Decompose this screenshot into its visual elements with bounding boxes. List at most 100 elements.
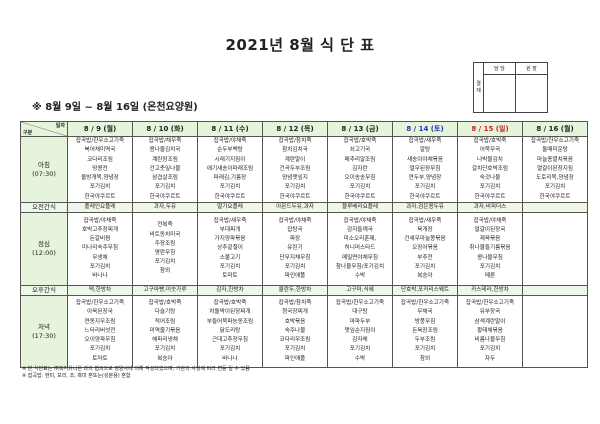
snack-cell: 고구마빵,미숫가루 [132,285,198,296]
menu-item: 오이송송무침 [344,175,376,182]
menu-item: 어묵무국 [479,147,501,154]
menu-item: 계란말이 [284,156,306,163]
menu-item: 새송이야채볶음 [406,156,444,163]
approval-label: 결재 [473,62,484,113]
pm_snack-row: 오후간식 떡,한방차 고구마빵,미숫가루 감자,한방차 율란두,한방차 고구마,식혜 단호박… [20,285,588,296]
menu-item: 파인애플 [284,355,306,362]
menu-item: 포기김치 [284,263,306,270]
menu-item: 포기김치 [479,184,501,191]
am_snack-label: 오전간식 [20,202,68,213]
menu-item: 잡곡밥/채우죽 [148,138,182,145]
menu-item: 시래기지짐이 [214,156,246,163]
menu-item: 닭도리탕 [219,327,241,334]
menu-item: 두부조림 [414,337,436,344]
meal-cell: 잡곡밥/채우죽 콩나물김치국 계란장조림 건고춧잎나물 삼겹살조림 포기김치 한국야쿠르트 [132,136,198,203]
meal-name: 저녁 [38,322,50,331]
menu-item: 제육볶음 [479,236,501,243]
menu-item: 복숭아 [157,355,173,362]
meal-cell: 잡곡밥/새우죽 알탕 새송이야채볶음 얼무된장무침 연두부,양념장 포기김치 한국야쿠르트 [392,136,458,203]
meal-cell [522,212,588,286]
menu-item: 콩나물김치국 [149,147,181,154]
menu-item: 잡탕국 [287,226,303,233]
menu-item: 명란무침 [154,250,176,256]
menu-item: 소불고기 [219,254,241,261]
menu-item: 오이양파무침 [84,337,116,344]
menu-item: 돌때미운탕 [542,147,568,154]
snack-cell: 과자,비피더스 [457,202,523,213]
menu-item: 열갈이된장지짐 [536,165,574,172]
meal-cell: 잡곡밥/한우소고기죽 북어채미역국 코다리조림 땅콩전 올방개묵,양념장 포기김치 한국야쿠… [67,136,133,203]
approval-sign-manager [483,74,516,113]
menu-item: 잡곡밥/한우소고기죽 [400,300,450,307]
menu-item: 느타리버섯전 [84,327,116,334]
menu-item: 포기김치 [219,184,241,191]
dinner-label: 저녁 (17:30) [20,295,68,368]
snack-cell: 아몬드두유,과자 [262,202,328,213]
menu-item: 잡곡밥/참치죽 [278,300,312,307]
menu-item: 바나나 [92,273,108,279]
menu-item: 북어채미역국 [84,147,116,154]
menu-item: 잡곡밥/한우소고기죽 [530,138,580,145]
menu-item: 잡곡밥/한우소고기죽 [465,300,515,307]
menu-item: 잡곡밥/야채죽 [473,217,507,224]
menu-item: 전복죽 [157,222,173,229]
menu-item: 잡곡밥/야채죽 [343,217,377,224]
menu-item: 잡곡밥/호박죽 [343,138,377,145]
menu-item: 포기김치 [154,184,176,191]
meal-cell: 잡곡밥/한우소고기죽 무채국 방풍무침 돈육장조림 두부조림 포기김치 참외 [392,295,458,368]
day-header: 8 / 10 (화) [132,121,198,137]
meal-cell [522,295,588,368]
menu-item: 포기김치 [219,346,241,353]
day-header: 8 / 12 (목) [262,121,328,137]
snack-cell [522,285,588,296]
menu-item: 포기김치 [544,184,566,191]
menu-item: 잡곡밥/새우죽 [408,217,442,224]
menu-item: 차돌박이된장찌개 [209,309,251,316]
menu-item: 포기김치 [154,346,176,353]
menu-item: 포기김치 [284,184,306,191]
menu-item: 김자란 [352,165,368,172]
menu-item: 도토리묵,양념장 [536,175,574,182]
meal-cell: 잡곡밥/호박죽 다슬기탕 적어조림 미역줄기볶음 해파리냉채 포기김치 복숭아 [132,295,198,368]
menu-item: 잡곡밥/호박죽 [148,300,182,307]
menu-item: 부대찌개 [219,226,241,233]
menu-item: 감자들깨국 [347,226,373,233]
menu-item: 콩나물무침 [477,254,503,261]
meal-cell: 잡곡밥/참치죽 청국장찌개 호박볶음 숙주나물 코다리무조림 포기김치 파인애플 [262,295,328,368]
lunch-label: 점심 (12:00) [20,212,68,286]
meal-cell: 잡곡밥/호박죽 어묵무국 나박물김치 갈치단호박조림 숙갓나물 포기김치 한국야쿠르트 [457,136,523,203]
menu-item: 미나리숙주무침 [81,245,119,252]
menu-item: 육개장 [417,226,433,233]
menu-item: 자두 [484,355,496,362]
footnote-1: ※ 본 식단표는 ㈜복지유니온 과의 협의으로 영양사에 의해 작성되었으며, … [22,366,250,372]
menu-item: 양념깻잎지 [282,175,308,182]
menu-item: 감자채 [352,337,368,344]
snack-cell: 과자,두유 [132,202,198,213]
menu-item: 잡곡밥/야채죽 [83,217,117,224]
menu-item: 취나물들기름볶음 [469,245,511,252]
menu-item: 코다리조림 [87,156,113,163]
corner-cell: 일자 구분 [20,121,68,137]
menu-item: 포기김치 [349,346,371,353]
approval-col-manager: 담 당 [483,62,516,75]
menu-item: 연두부,양념장 [408,175,442,182]
menu-item: 잡곡밥/한우소고기죽 [75,138,125,145]
menu-item: 마늘종멸치볶음 [536,156,574,163]
menu-item: 순두부백탕 [217,147,243,154]
dinner-row: 저녁 (17:30) 잡곡밥/한우소고기죽 아욱된장국 연동지무조림 느타리버섯전 오이양파… [20,295,588,368]
am_snack-row: 오전간식 플레인요플레 과자,두유 딸기요플레 아몬드두유,과자 블루베리요플레 과자,검은… [20,202,588,213]
menu-item: 수박 [354,355,366,362]
menu-item: 청국장찌개 [282,309,308,316]
menu-item: 잡곡밥/한우소고기죽 [335,300,385,307]
breakfast-label: 아침 (07:30) [20,136,68,203]
approval-sign-director [515,74,548,113]
menu-item: 포기김치 [89,184,111,191]
menu-item: 참치김치국 [282,147,308,154]
menu-item: 대구탕 [352,309,368,316]
menu-item: 한국야쿠르트 [279,193,311,200]
menu-item: 유린기 [287,245,303,252]
meal-cell: 잡곡밥/야채죽 감자들깨국 미소오리훈제, 허니머스타드 메밀면야채무침 참나물무침/포기… [327,212,393,286]
menu-item: 근대고추장무침 [211,337,249,344]
menu-item: 적어조림 [154,318,176,325]
footnote-2: ※ 잡곡밥: 현미, 보리, 조, 흑미 혼또는(성분용) 혼합 [22,373,131,379]
